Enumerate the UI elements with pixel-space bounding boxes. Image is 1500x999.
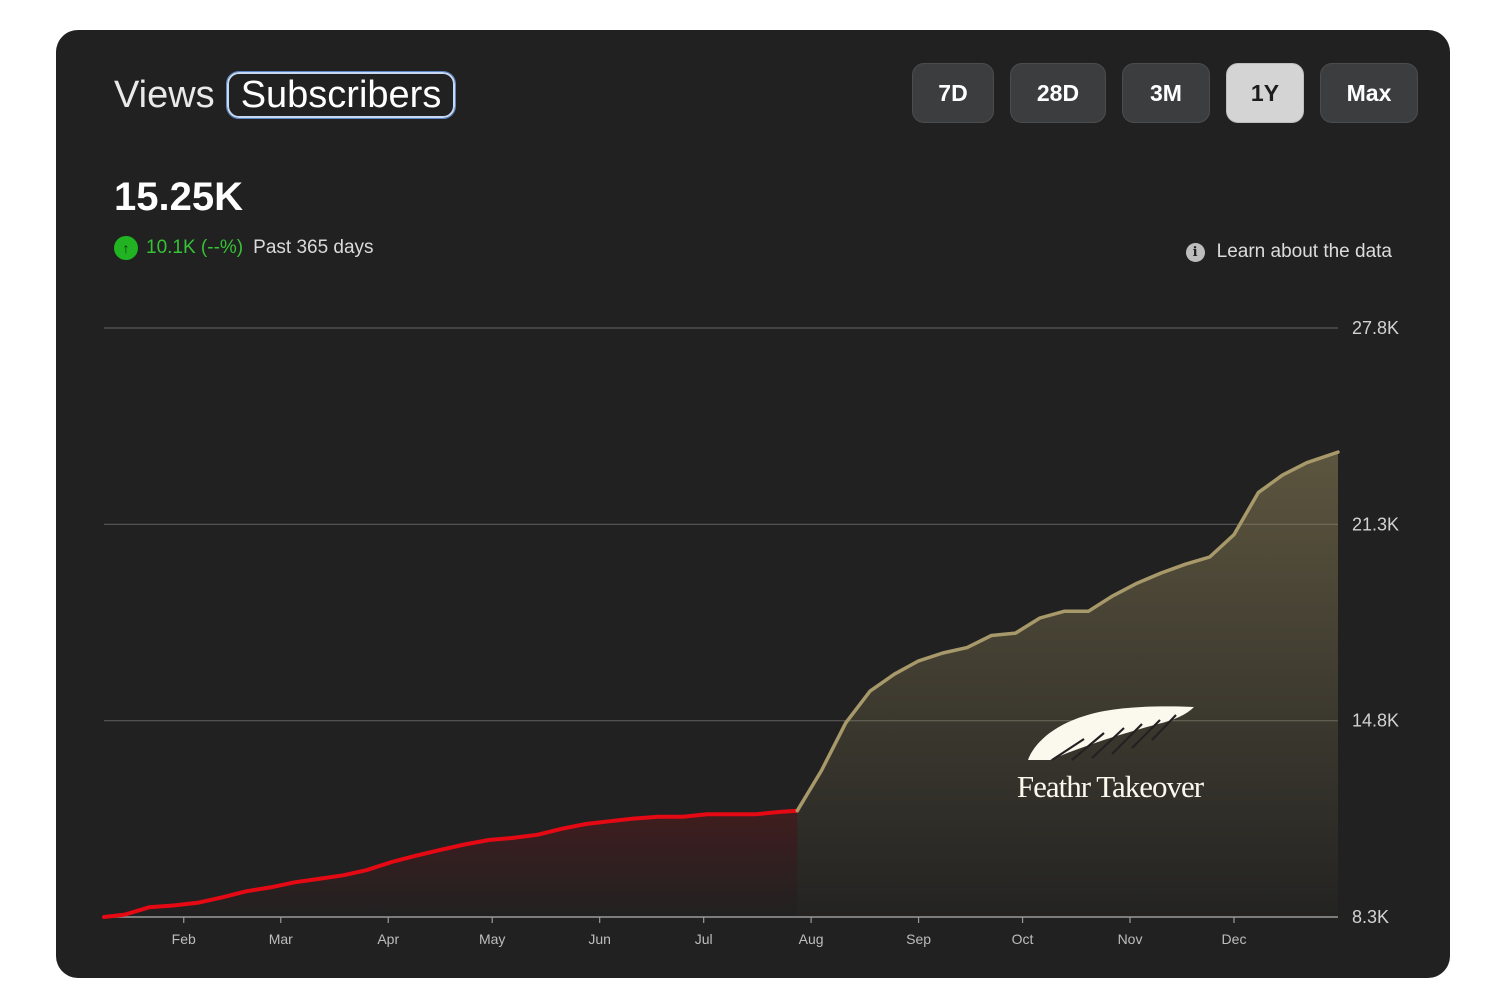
analytics-card: Views Subscribers 7D 28D 3M 1Y Max 15.25… [56,30,1450,978]
x-tick-label: Oct [1012,931,1034,947]
y-tick-label: 27.8K [1352,318,1399,338]
wing-icon [1028,706,1194,761]
x-tick-label: Dec [1222,931,1247,947]
range-1y-button[interactable]: 1Y [1226,63,1304,123]
subscriber-total: 15.25K [114,175,243,219]
x-tick-label: Jun [588,931,611,947]
y-tick-label: 21.3K [1352,514,1399,534]
feathr-takeover-logo: Feathr Takeover [1017,706,1206,804]
range-max-button[interactable]: Max [1320,63,1418,123]
tab-views[interactable]: Views [114,74,215,116]
pre-takeover-line [102,808,800,919]
metric-tabs: Views Subscribers [114,71,457,119]
range-3m-button[interactable]: 3M [1122,63,1210,123]
arrow-up-icon: ↑ [114,236,138,260]
post-takeover-area [797,452,1338,917]
x-tick-label: Jul [695,931,713,947]
learn-about-data-label: Learn about the data [1216,241,1392,262]
learn-about-data-link[interactable]: i Learn about the data [1185,241,1392,263]
range-28d-button[interactable]: 28D [1010,63,1106,123]
date-range-selector: 7D 28D 3M 1Y Max [912,63,1418,123]
x-tick-label: May [479,931,505,947]
tab-subscribers[interactable]: Subscribers [225,71,457,119]
y-tick-label: 8.3K [1352,907,1389,927]
x-tick-label: Aug [799,931,824,947]
x-tick-label: Nov [1118,931,1143,947]
x-tick-label: Mar [269,931,293,947]
change-period: Past 365 days [253,237,374,258]
x-tick-label: Sep [906,931,931,947]
pre-takeover-area [104,810,798,917]
change-summary: ↑ 10.1K (--%) Past 365 days [114,236,374,260]
post-takeover-line [795,450,1340,813]
subscribers-area-chart: Feb Mar Apr May Jun Jul Aug Sep Oct Nov Dec 27.8K 2… [102,318,1399,947]
brand-name: Feathr Takeover [1017,769,1205,804]
x-tick-label: Apr [377,931,399,947]
x-tick-label: Feb [172,931,196,947]
change-value: 10.1K (--%) [146,237,244,258]
y-tick-label: 14.8K [1352,711,1399,731]
range-7d-button[interactable]: 7D [912,63,994,123]
info-icon: i [1185,242,1205,262]
